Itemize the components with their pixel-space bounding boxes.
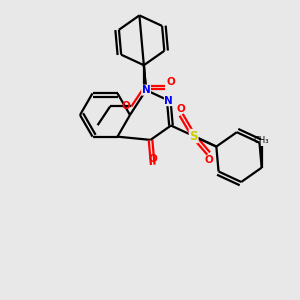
Text: O: O [166, 77, 175, 87]
Text: O: O [177, 104, 185, 114]
Text: O: O [122, 101, 130, 111]
Text: CH₃: CH₃ [254, 136, 269, 146]
Text: O: O [204, 154, 213, 164]
Text: O: O [148, 154, 157, 164]
Text: S: S [189, 130, 198, 142]
Text: N: N [142, 85, 151, 95]
Text: N: N [164, 96, 173, 106]
